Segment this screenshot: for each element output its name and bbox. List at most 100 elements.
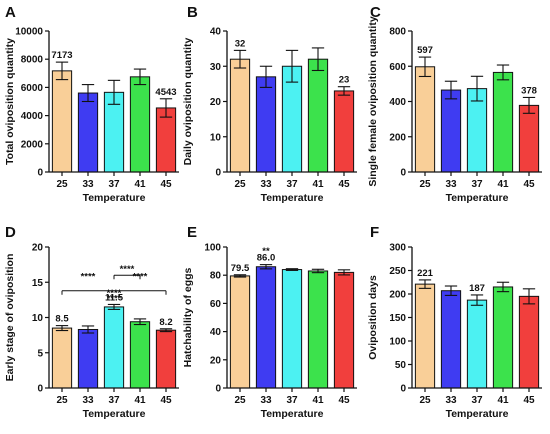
data-label: 8.2 [159,317,172,328]
y-tick-label: 250 [389,266,406,277]
data-label: 79.5 [231,263,250,274]
y-tick-label: 60 [210,299,222,310]
y-tick-label: 40 [210,27,222,38]
data-label: 11.5 [105,292,124,303]
x-tick-label: 25 [234,179,246,190]
y-axis-label: Hatchability of eggs [182,267,194,367]
x-tick-label: 33 [445,395,457,406]
x-tick-label: 45 [523,395,535,406]
panel-f: F Oviposition days 0 50 100 150 200 250 300 221 25… [367,224,542,420]
x-tick-label: 37 [471,179,483,190]
x-tick-label: 25 [56,179,68,190]
x-tick-label: 45 [338,395,350,406]
y-tick-label: 0 [400,168,406,179]
x-tick-label: 41 [497,179,509,190]
x-tick-label: 33 [260,179,272,190]
y-tick-label: 15 [32,278,44,289]
bar-33 [255,266,277,389]
x-tick-label: 37 [471,395,483,406]
y-tick-label: 30 [210,62,222,73]
data-label: 86.0 [257,253,276,264]
bar-33 [440,89,462,173]
bar-25 [51,327,73,389]
bar-37 [103,306,125,389]
y-tick-label: 20 [210,97,222,108]
data-label: 23 [339,75,350,86]
panel-letter: A [5,4,16,21]
panel-letter: C [370,4,381,21]
bar-45 [518,104,540,173]
panel-b: B Daily oviposition quantity 0 10 20 30 40 32 25… [182,4,357,204]
x-tick-label: 45 [338,179,350,190]
y-tick-label: 6000 [21,83,44,94]
y-tick-label: 2000 [21,139,44,150]
x-axis-label: Temperature [261,408,324,420]
data-label: 378 [521,85,537,96]
significance-stars: ** [262,246,270,257]
panel-letter: E [187,224,197,241]
bar-37 [466,299,488,389]
x-tick-label: 37 [286,179,298,190]
y-tick-label: 4000 [21,111,44,122]
y-tick-label: 100 [204,243,221,254]
y-tick-label: 600 [389,62,406,73]
bar-45 [333,271,355,389]
y-tick-label: 800 [389,27,406,38]
bar-41 [129,76,151,173]
y-tick-label: 200 [389,132,406,143]
y-axis-label: Daily oviposition quantity [182,37,194,165]
data-label: 597 [417,45,433,56]
y-axis-label: Single female oviposition quantity [367,16,379,187]
x-axis-label: Temperature [446,408,509,420]
y-tick-label: 0 [37,168,43,179]
x-tick-label: 37 [108,179,120,190]
y-tick-label: 0 [215,168,221,179]
bar-41 [307,270,329,389]
x-tick-label: 37 [108,395,120,406]
bar-33 [440,290,462,389]
x-tick-label: 41 [497,395,509,406]
y-tick-label: 0 [400,384,406,395]
significance-stars: **** [133,271,148,282]
y-tick-label: 5 [37,348,43,359]
bar-25 [51,70,73,173]
bar-41 [129,321,151,389]
y-axis-label: Oviposition days [367,275,379,360]
bar-25 [414,283,436,389]
bar-25 [229,275,251,389]
bar-45 [518,295,540,389]
y-axis-label: Total oviposition quantity [4,38,16,165]
panel-letter: B [187,4,198,21]
y-tick-label: 200 [389,290,406,301]
y-axis-label: Early stage of oviposition [4,254,16,382]
x-tick-label: 41 [134,179,146,190]
y-tick-label: 10 [32,313,44,324]
y-tick-label: 80 [210,271,222,282]
y-tick-label: 20 [32,243,44,254]
bar-45 [155,329,177,389]
bar-33 [77,328,99,389]
bar-33 [77,92,99,173]
x-tick-label: 25 [419,179,431,190]
significance-stars: **** [107,294,122,305]
x-axis-label: Temperature [83,192,146,204]
data-label: 7173 [51,50,72,61]
panel-letter: F [370,224,379,241]
panel-e: E Hatchability of eggs 0 20 40 60 80 100 79.5 25 8… [182,224,357,420]
data-label: 187 [469,283,485,294]
y-tick-label: 0 [215,384,221,395]
x-tick-label: 33 [82,395,94,406]
panel-a: A Total oviposition quantity 0 2000 4000 6000… [4,4,179,204]
x-axis-label: Temperature [446,192,509,204]
y-tick-label: 150 [389,313,406,324]
y-tick-label: 100 [389,337,406,348]
bar-25 [414,66,436,173]
panel-letter: D [5,224,16,241]
x-tick-label: 33 [445,179,457,190]
y-tick-label: 50 [395,360,407,371]
data-label: 32 [235,38,246,49]
x-tick-label: 33 [260,395,272,406]
x-tick-label: 33 [82,179,94,190]
